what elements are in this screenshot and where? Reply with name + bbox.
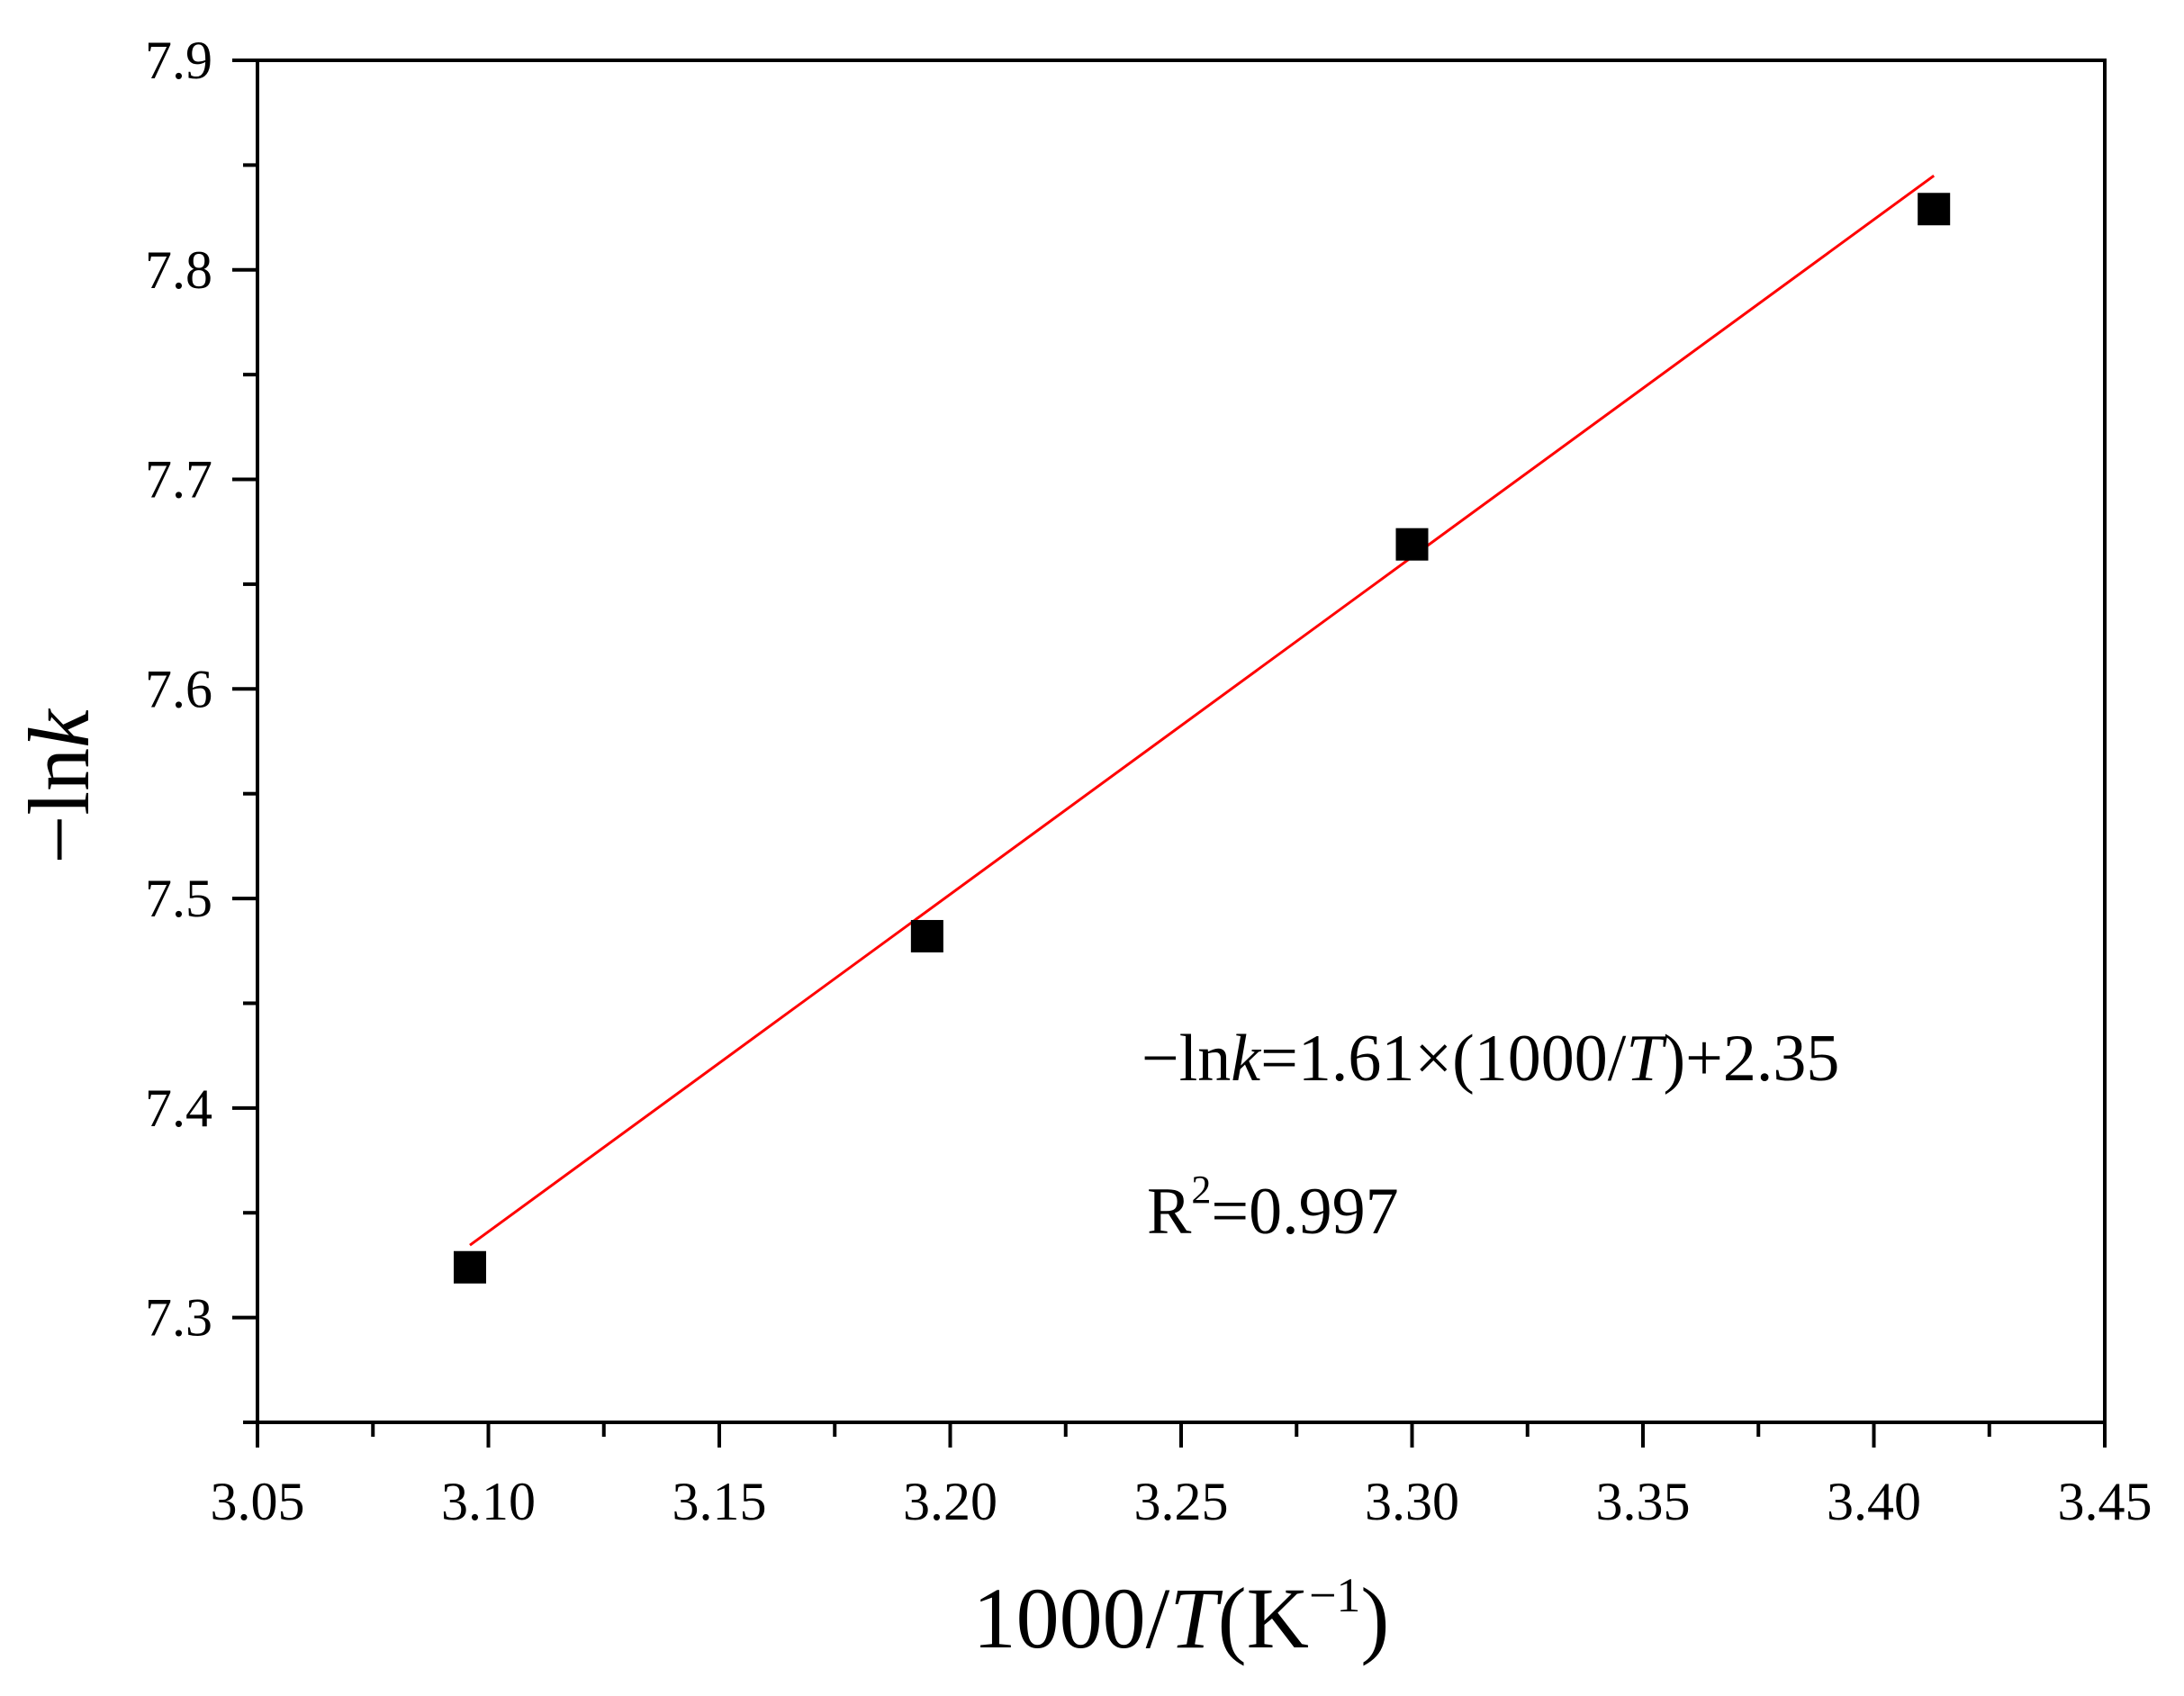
x-tick-label: 3.10 [441,1472,536,1531]
equation-T: T [1626,1022,1667,1096]
fit-equation: −lnk=1.61×(1000/T)+2.35 [1142,1022,1839,1096]
data-point-marker [1395,528,1429,561]
r-squared-value: =0.997 [1211,1175,1398,1249]
r-squared-exponent: 2 [1191,1168,1211,1212]
y-tick-label: 7.4 [145,1078,212,1138]
y-axis-title: −lnk [11,708,107,864]
equation-prefix: −ln [1142,1022,1231,1096]
data-point-marker [910,919,943,952]
x-tick-label: 3.05 [211,1472,305,1531]
x-tick-label: 3.25 [1134,1472,1229,1531]
x-tick-label: 3.20 [903,1472,997,1531]
x-axis-title: 1000/T(K−1) [973,1568,1390,1666]
x-tick-labels: 3.05 3.10 3.15 3.20 3.25 3.30 3.35 3.40 3.45 [211,1472,2152,1531]
y-tick-label: 7.7 [145,450,212,510]
x-tick-label: 3.45 [2058,1472,2152,1531]
y-axis-title-var: k [11,708,107,748]
x-axis-title-unit-close: ) [1360,1570,1389,1666]
x-axis-title-prefix: 1000/ [973,1570,1170,1666]
y-tick-label: 7.3 [145,1288,212,1348]
data-points [453,193,1951,1284]
x-tick-label: 3.35 [1596,1472,1691,1531]
y-tick-label: 7.5 [145,869,212,928]
equation-suffix: )+2.35 [1663,1022,1839,1096]
equation-k: k [1231,1022,1261,1096]
y-tick-label: 7.6 [145,659,212,718]
equation-middle: =1.61×(1000/ [1260,1022,1627,1096]
y-tick-label: 7.8 [145,240,212,300]
x-tick-label: 3.15 [672,1472,767,1531]
y-tick-label: 7.9 [145,31,212,90]
x-axis-title-unit-exponent: −1 [1309,1568,1360,1622]
fit-line [469,174,1936,1247]
x-axis-title-unit: (K [1218,1570,1309,1666]
x-tick-label: 3.40 [1827,1472,1921,1531]
data-point-marker [1918,193,1951,226]
y-tick-labels: 7.3 7.4 7.5 7.6 7.7 7.8 7.9 [145,31,212,1348]
data-point-marker [453,1250,486,1284]
x-axis-title-var: T [1169,1570,1223,1666]
r-squared: R2=0.997 [1147,1168,1399,1249]
r-squared-base: R [1147,1175,1192,1249]
ticks [232,59,2107,1448]
y-axis-title-prefix: −ln [11,748,107,864]
x-tick-label: 3.30 [1365,1472,1459,1531]
